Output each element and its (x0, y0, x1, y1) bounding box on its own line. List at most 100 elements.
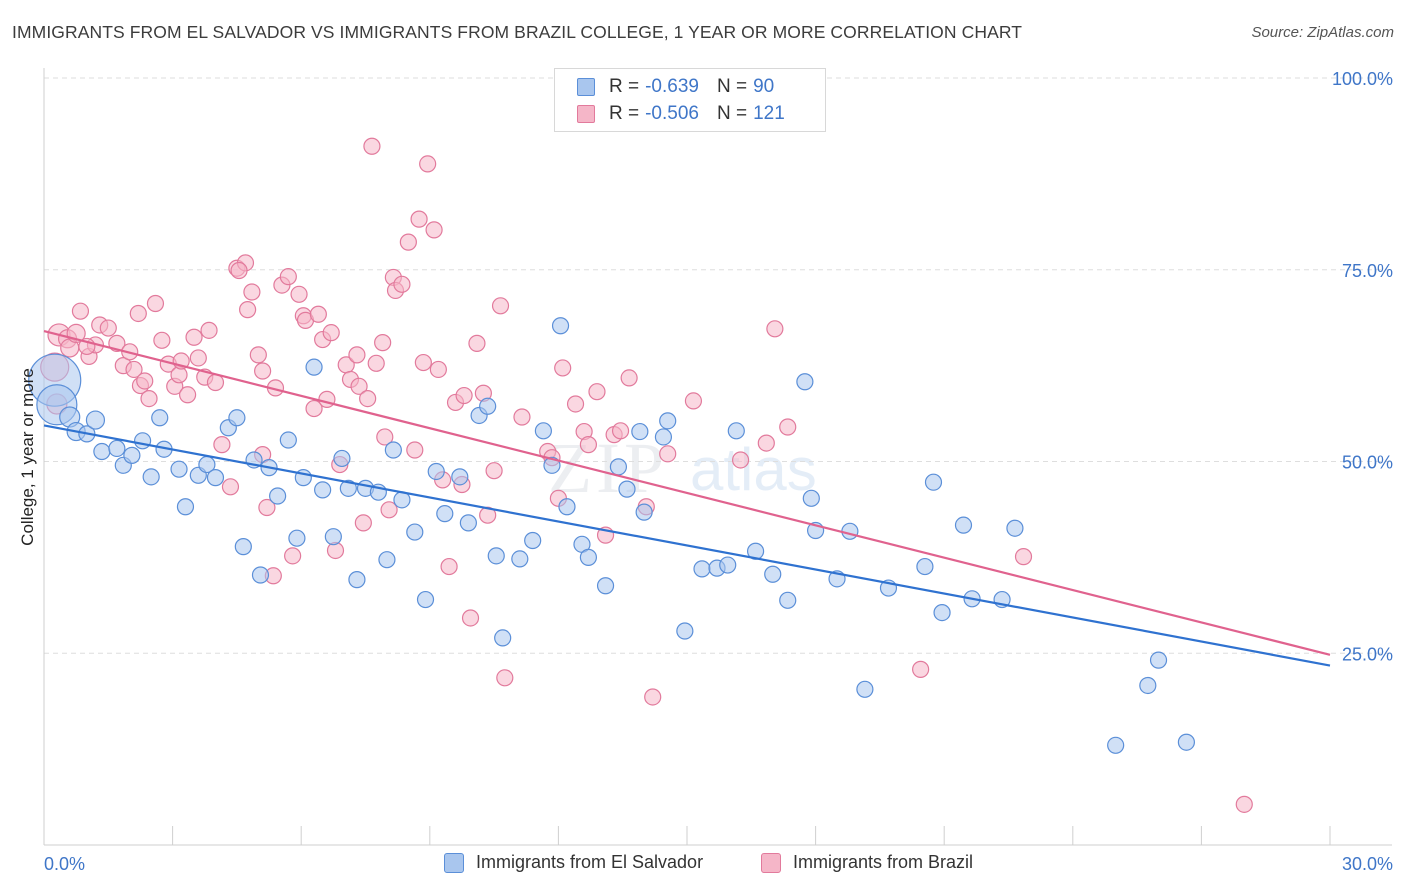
brazil-point (309, 305, 327, 323)
el-salvador-point (579, 548, 598, 566)
el-salvador-point (378, 551, 396, 569)
y-tick-label: 100.0% (1332, 69, 1393, 89)
el-salvador-point (596, 577, 615, 595)
brazil-point (322, 324, 340, 342)
brazil-point (363, 137, 381, 155)
legend-label: Immigrants from El Salvador (476, 852, 704, 872)
brazil-point (71, 302, 90, 320)
brazil-point (99, 319, 117, 337)
brazil-point (179, 386, 197, 404)
y-tick-label: 25.0% (1342, 644, 1393, 664)
el-salvador-point (727, 422, 745, 440)
brazil-point (350, 377, 368, 395)
el-salvador-point (279, 431, 297, 449)
el-salvador-point (511, 550, 529, 568)
el-salvador-point (764, 565, 782, 583)
brazil-point (367, 354, 385, 372)
brazil-point (440, 557, 458, 576)
watermark-zip: ZIP (548, 428, 668, 508)
el-salvador-point (635, 503, 653, 521)
trend-line (43, 424, 1331, 667)
brazil-point (1235, 795, 1253, 813)
el-salvador-point (305, 358, 323, 376)
el-salvador-point (348, 571, 366, 589)
legend-item-brazil[interactable]: Immigrants from Brazil (761, 852, 973, 873)
brazil-point (644, 688, 662, 706)
el-salvador-point (856, 680, 874, 698)
el-salvador-point (609, 458, 628, 476)
el-salvador-point (631, 422, 649, 441)
brazil-point (290, 285, 308, 303)
el-salvador-point (924, 473, 943, 491)
brazil-point (393, 275, 411, 293)
brazil-point (146, 294, 165, 313)
brazil-point (230, 261, 248, 280)
n-value: 121 (753, 103, 785, 124)
legend-row-brazil: R = -0.506 N = 121 (577, 101, 785, 127)
el-salvador-point (142, 468, 160, 486)
legend-label: Immigrants from Brazil (793, 852, 974, 872)
brazil-point (125, 360, 143, 379)
el-salvador-point (654, 428, 673, 446)
el-salvador-point (269, 487, 287, 505)
brazil-point (189, 349, 207, 367)
brazil-point (243, 283, 261, 301)
brazil-point (221, 478, 240, 496)
el-salvador-point (543, 456, 561, 474)
correlation-legend: R = -0.639 N = 90 R = -0.506 N = 121 (554, 68, 826, 132)
el-salvador-point (436, 505, 454, 523)
el-salvador-point (206, 469, 225, 487)
series-legend: Immigrants from El Salvador Immigrants f… (0, 852, 1406, 878)
n-label: N = (716, 76, 748, 97)
trend-line (43, 330, 1331, 656)
pink-swatch-icon (761, 852, 781, 873)
brazil-point (779, 418, 797, 436)
brazil-point (136, 372, 154, 390)
brazil-point (380, 501, 398, 519)
el-salvador-point (251, 566, 270, 584)
el-salvador-point (324, 528, 342, 546)
brazil-point (766, 320, 784, 338)
brazil-point (239, 301, 257, 319)
brazil-point (425, 221, 443, 239)
el-salvador-point (534, 422, 552, 440)
trend-lines (43, 330, 1331, 667)
axes (43, 68, 1392, 846)
x-tick-label: 30.0% (1342, 854, 1393, 874)
brazil-point (284, 547, 302, 565)
brazil-point (129, 304, 147, 323)
brazil-point (153, 331, 171, 349)
el-salvador-point (779, 591, 797, 609)
el-salvador-point (1149, 651, 1168, 669)
el-salvador-point (459, 514, 477, 532)
brazil-point (455, 386, 473, 405)
brazil-point (185, 328, 203, 346)
brazil-point (468, 334, 486, 352)
el-salvador-point (841, 522, 859, 540)
brazil-point (359, 390, 377, 408)
brazil-point (206, 373, 225, 392)
el-salvador-point (487, 547, 505, 565)
el-salvador-point (719, 556, 737, 574)
legend-item-el-salvador[interactable]: Immigrants from El Salvador (444, 852, 703, 873)
r-value: -0.506 (645, 103, 699, 124)
el-salvador-point (954, 516, 973, 534)
watermark: ZIP atlas (548, 428, 817, 508)
brazil-point (374, 334, 392, 352)
legend-row-el-salvador: R = -0.639 N = 90 (577, 74, 774, 100)
el-salvador-point (416, 590, 435, 609)
brazil-point (410, 210, 428, 228)
el-salvador-point (339, 479, 357, 497)
pink-swatch-icon (577, 105, 595, 123)
el-salvador-point (1177, 733, 1195, 751)
brazil-point (254, 362, 272, 380)
y-axis-label: College, 1 year or more (18, 368, 37, 546)
el-salvador-point (796, 373, 814, 391)
series-el-salvador-points (28, 317, 1195, 754)
brazil-point (376, 428, 394, 446)
el-salvador-point (93, 442, 111, 461)
brazil-point (1014, 548, 1033, 566)
brazil-point (279, 268, 297, 286)
brazil-point (399, 233, 417, 251)
